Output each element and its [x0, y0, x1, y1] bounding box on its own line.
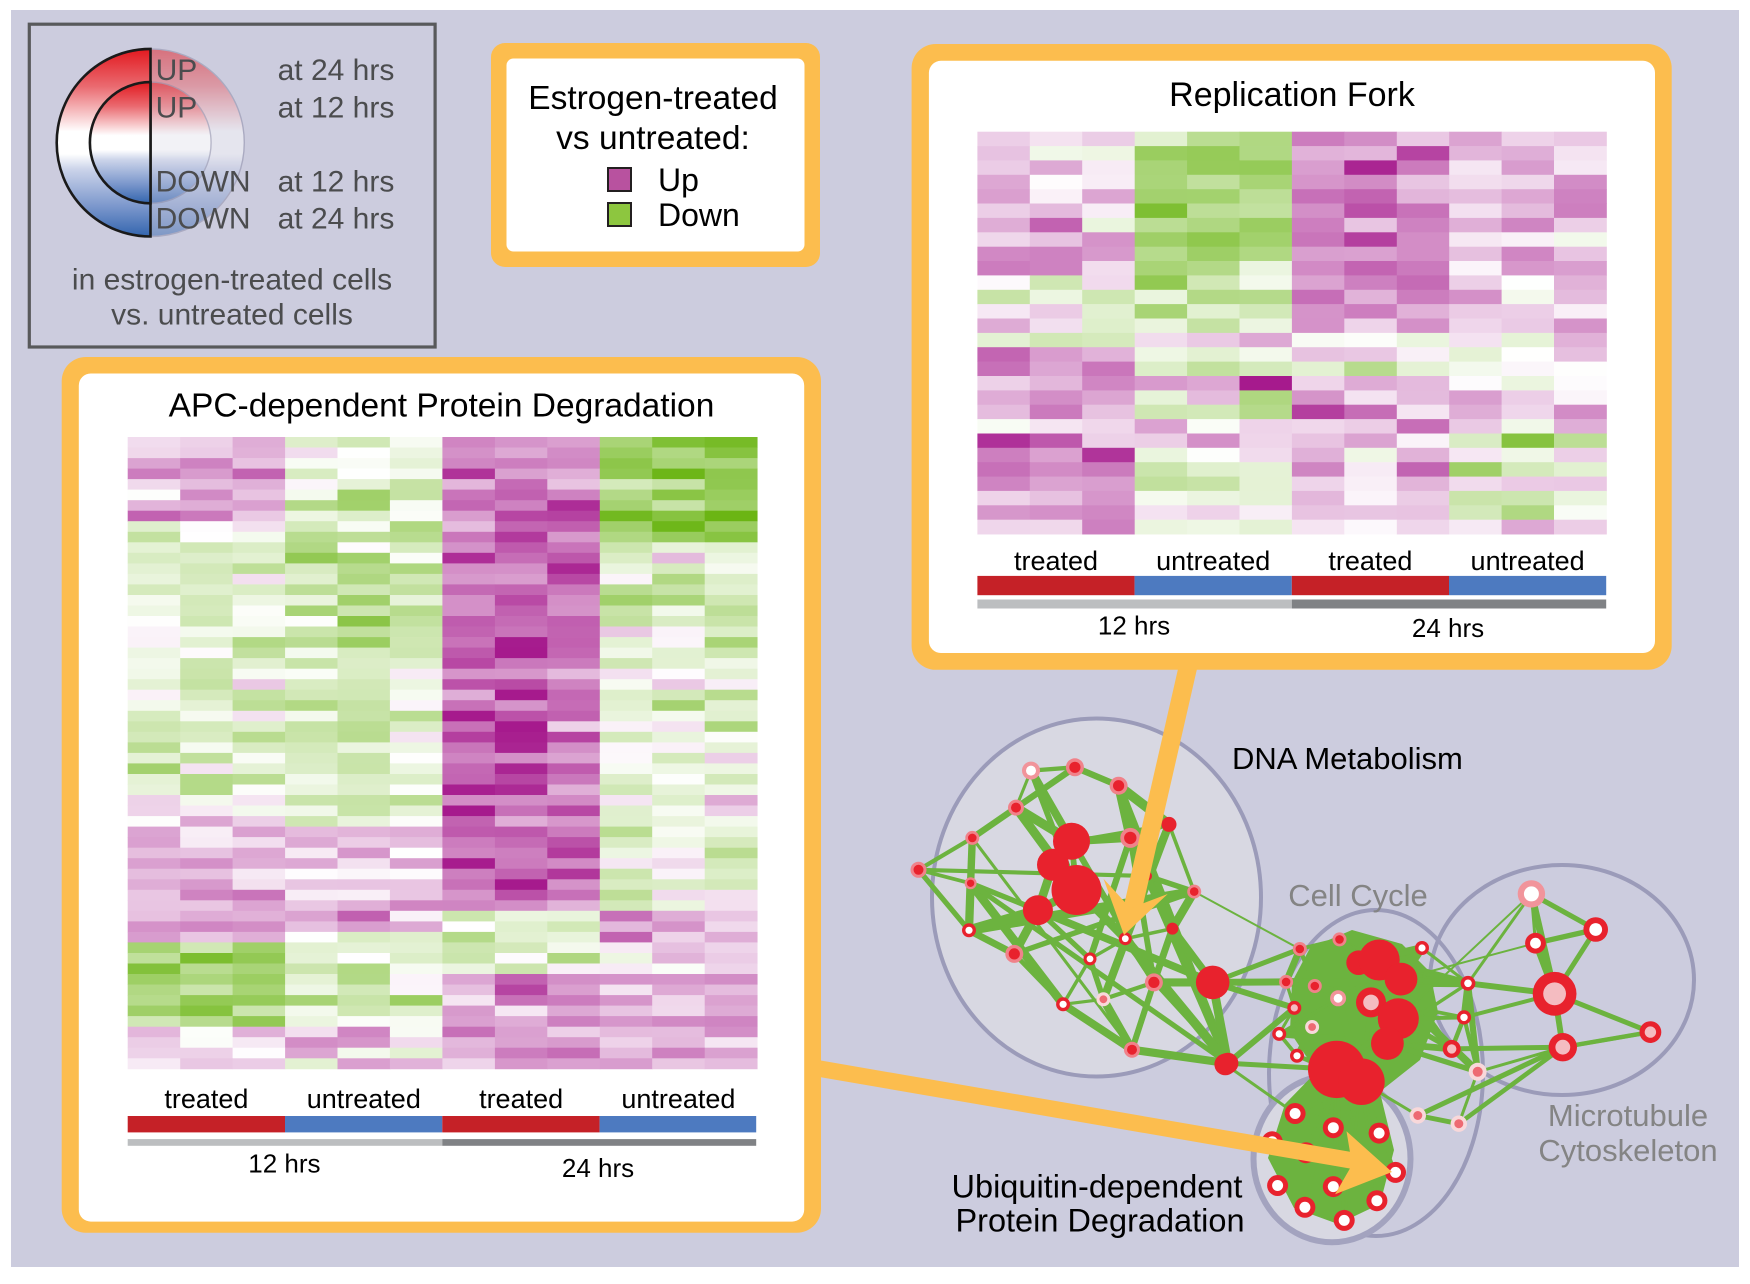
- svg-text:treated: treated: [479, 1084, 563, 1114]
- svg-text:DOWN: DOWN: [156, 203, 251, 236]
- svg-text:DNA Metabolism: DNA Metabolism: [1232, 741, 1463, 776]
- svg-text:Cytoskeleton: Cytoskeleton: [1538, 1133, 1717, 1168]
- svg-text:Replication Fork: Replication Fork: [1169, 76, 1416, 114]
- svg-text:at 12 hrs: at 12 hrs: [278, 91, 395, 124]
- svg-text:at 24 hrs: at 24 hrs: [278, 203, 395, 236]
- svg-text:treated: treated: [1328, 546, 1412, 576]
- svg-text:UP: UP: [156, 54, 198, 87]
- svg-text:untreated: untreated: [307, 1084, 421, 1114]
- svg-text:at 12 hrs: at 12 hrs: [278, 166, 395, 199]
- svg-text:Down: Down: [658, 197, 740, 233]
- svg-text:vs untreated:: vs untreated:: [556, 120, 750, 157]
- svg-text:untreated: untreated: [621, 1084, 735, 1114]
- svg-text:in estrogen-treated cells: in estrogen-treated cells: [72, 263, 392, 296]
- svg-text:treated: treated: [1014, 546, 1098, 576]
- svg-text:Protein Degradation: Protein Degradation: [955, 1202, 1244, 1238]
- svg-text:24 hrs: 24 hrs: [1412, 613, 1484, 643]
- svg-text:12 hrs: 12 hrs: [1098, 611, 1170, 641]
- svg-text:12 hrs: 12 hrs: [248, 1149, 320, 1179]
- svg-text:DOWN: DOWN: [156, 166, 251, 199]
- svg-text:24 hrs: 24 hrs: [562, 1153, 634, 1183]
- svg-text:treated: treated: [164, 1084, 248, 1114]
- svg-text:Ubiquitin-dependent: Ubiquitin-dependent: [952, 1169, 1243, 1205]
- svg-text:Cell Cycle: Cell Cycle: [1288, 878, 1428, 913]
- svg-text:Microtubule: Microtubule: [1548, 1098, 1708, 1133]
- svg-text:at 24 hrs: at 24 hrs: [278, 54, 395, 87]
- svg-text:Estrogen-treated: Estrogen-treated: [528, 80, 778, 117]
- svg-text:Up: Up: [658, 162, 699, 198]
- svg-text:UP: UP: [156, 91, 198, 124]
- svg-text:vs. untreated cells: vs. untreated cells: [111, 299, 353, 332]
- svg-text:APC-dependent Protein Degradat: APC-dependent Protein Degradation: [169, 388, 715, 425]
- svg-text:untreated: untreated: [1471, 546, 1585, 576]
- svg-text:untreated: untreated: [1156, 546, 1270, 576]
